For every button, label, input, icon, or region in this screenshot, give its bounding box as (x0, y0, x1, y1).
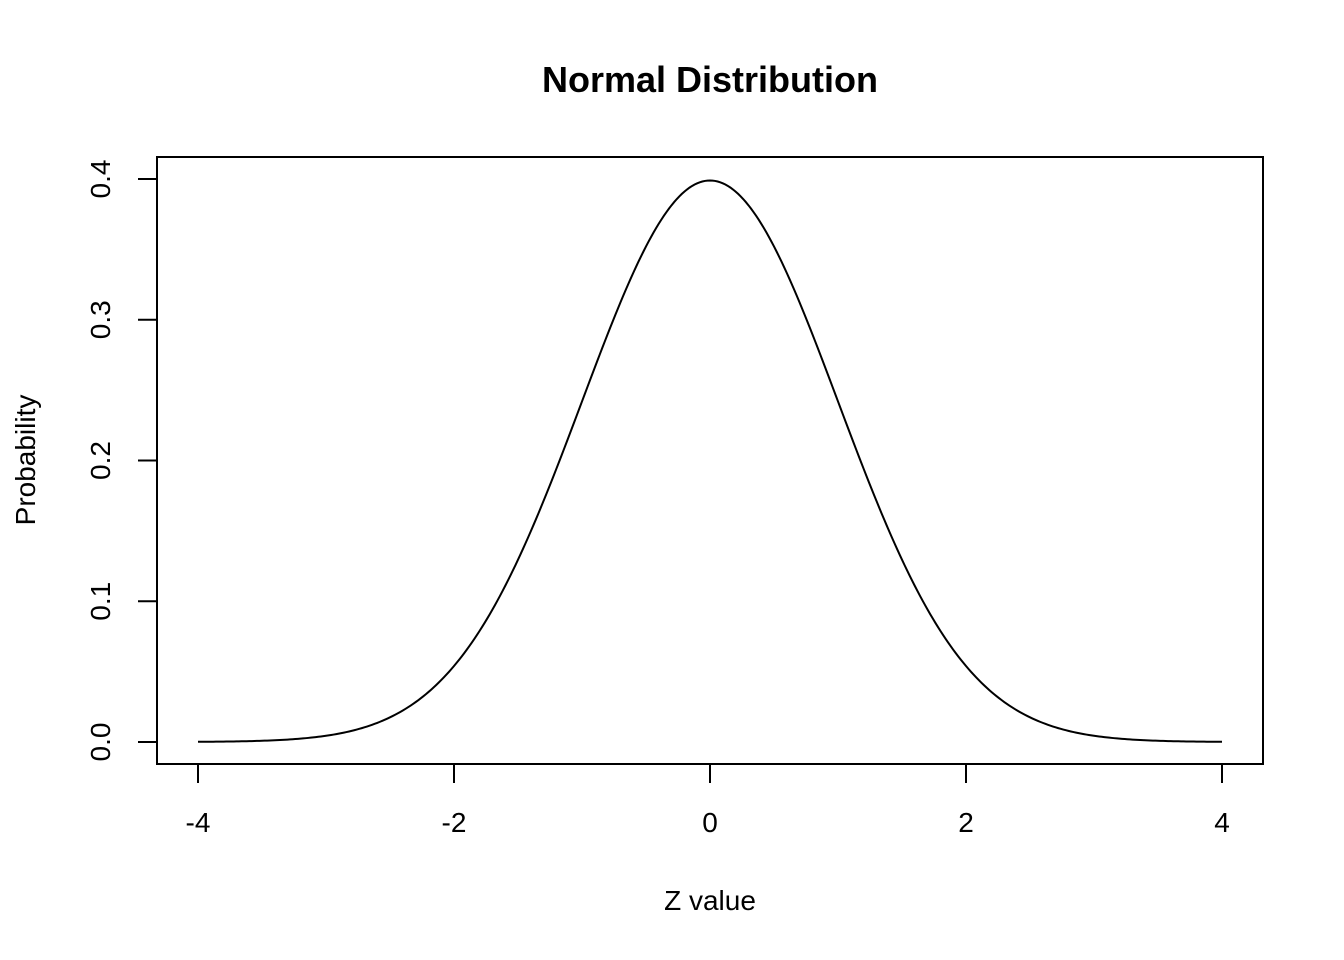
density-curve (197, 179, 1223, 743)
x-tick-label: 4 (1214, 807, 1230, 838)
plot-frame (156, 156, 1264, 765)
x-axis: -4 -2 0 2 4 (186, 763, 1230, 838)
x-tick-label: 0 (702, 807, 718, 838)
y-tick-label: 0.3 (85, 300, 116, 339)
y-tick-label: 0.0 (85, 723, 116, 762)
y-tick-label: 0.4 (85, 160, 116, 199)
y-axis: 0.0 0.1 0.2 0.3 0.4 (85, 160, 158, 762)
x-tick-label: 2 (958, 807, 974, 838)
chart-title: Normal Distribution (542, 59, 878, 100)
x-tick-label: -4 (186, 807, 211, 838)
plot-series (197, 179, 1223, 743)
y-axis-label: Probability (10, 395, 41, 526)
y-tick-label: 0.1 (85, 582, 116, 621)
x-axis-label: Z value (664, 885, 756, 916)
y-tick-label: 0.2 (85, 441, 116, 480)
x-tick-label: -2 (442, 807, 467, 838)
